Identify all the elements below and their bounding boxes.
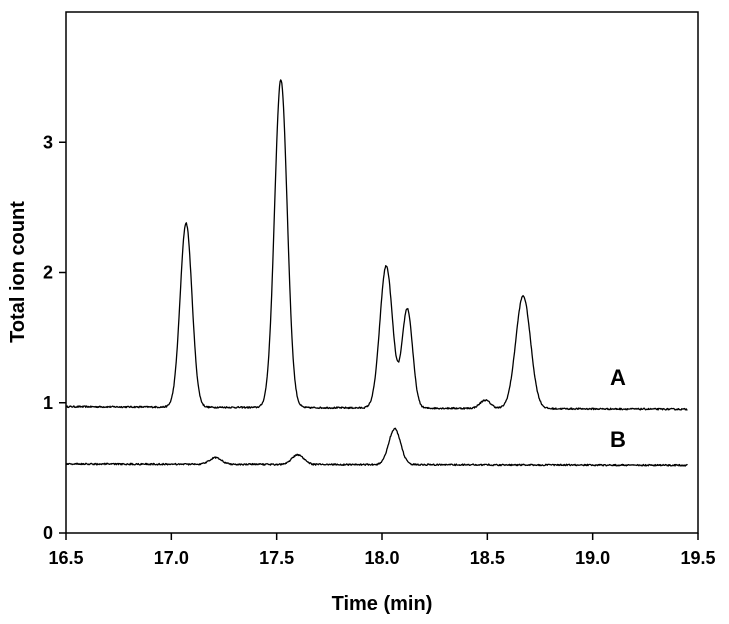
trace-b-line <box>65 427 688 467</box>
peak-point <box>297 454 299 456</box>
peak-point <box>394 428 396 430</box>
x-tick-label: 18.5 <box>470 548 505 568</box>
peak-point <box>185 222 187 224</box>
peak-point <box>385 265 387 267</box>
peak-point <box>406 308 408 310</box>
peak-point <box>280 79 282 81</box>
y-tick-label: 1 <box>43 393 53 413</box>
x-tick-label: 19.5 <box>680 548 715 568</box>
x-axis-ticks: 16.5 17.0 17.5 18.0 18.5 19.0 19.5 <box>48 533 716 568</box>
y-axis-ticks: 0 1 2 3 <box>43 132 66 543</box>
y-tick-label: 3 <box>43 132 53 152</box>
x-tick-label: 19.0 <box>575 548 610 568</box>
trace-label-b: B <box>610 427 626 452</box>
x-tick-label: 17.5 <box>259 548 294 568</box>
chromatogram-traces <box>65 79 688 467</box>
trace-label-a: A <box>610 365 626 390</box>
y-axis-title: Total ion count <box>7 201 29 343</box>
peak-point <box>484 399 486 401</box>
x-tick-label: 16.5 <box>48 548 83 568</box>
peak-point <box>215 457 217 459</box>
x-tick-label: 18.0 <box>364 548 399 568</box>
peak-point <box>522 295 524 297</box>
y-tick-label: 2 <box>43 263 53 283</box>
x-tick-label: 17.0 <box>154 548 189 568</box>
y-tick-label: 0 <box>43 523 53 543</box>
x-axis-title: Time (min) <box>332 593 433 615</box>
trace-a-line <box>65 79 688 411</box>
